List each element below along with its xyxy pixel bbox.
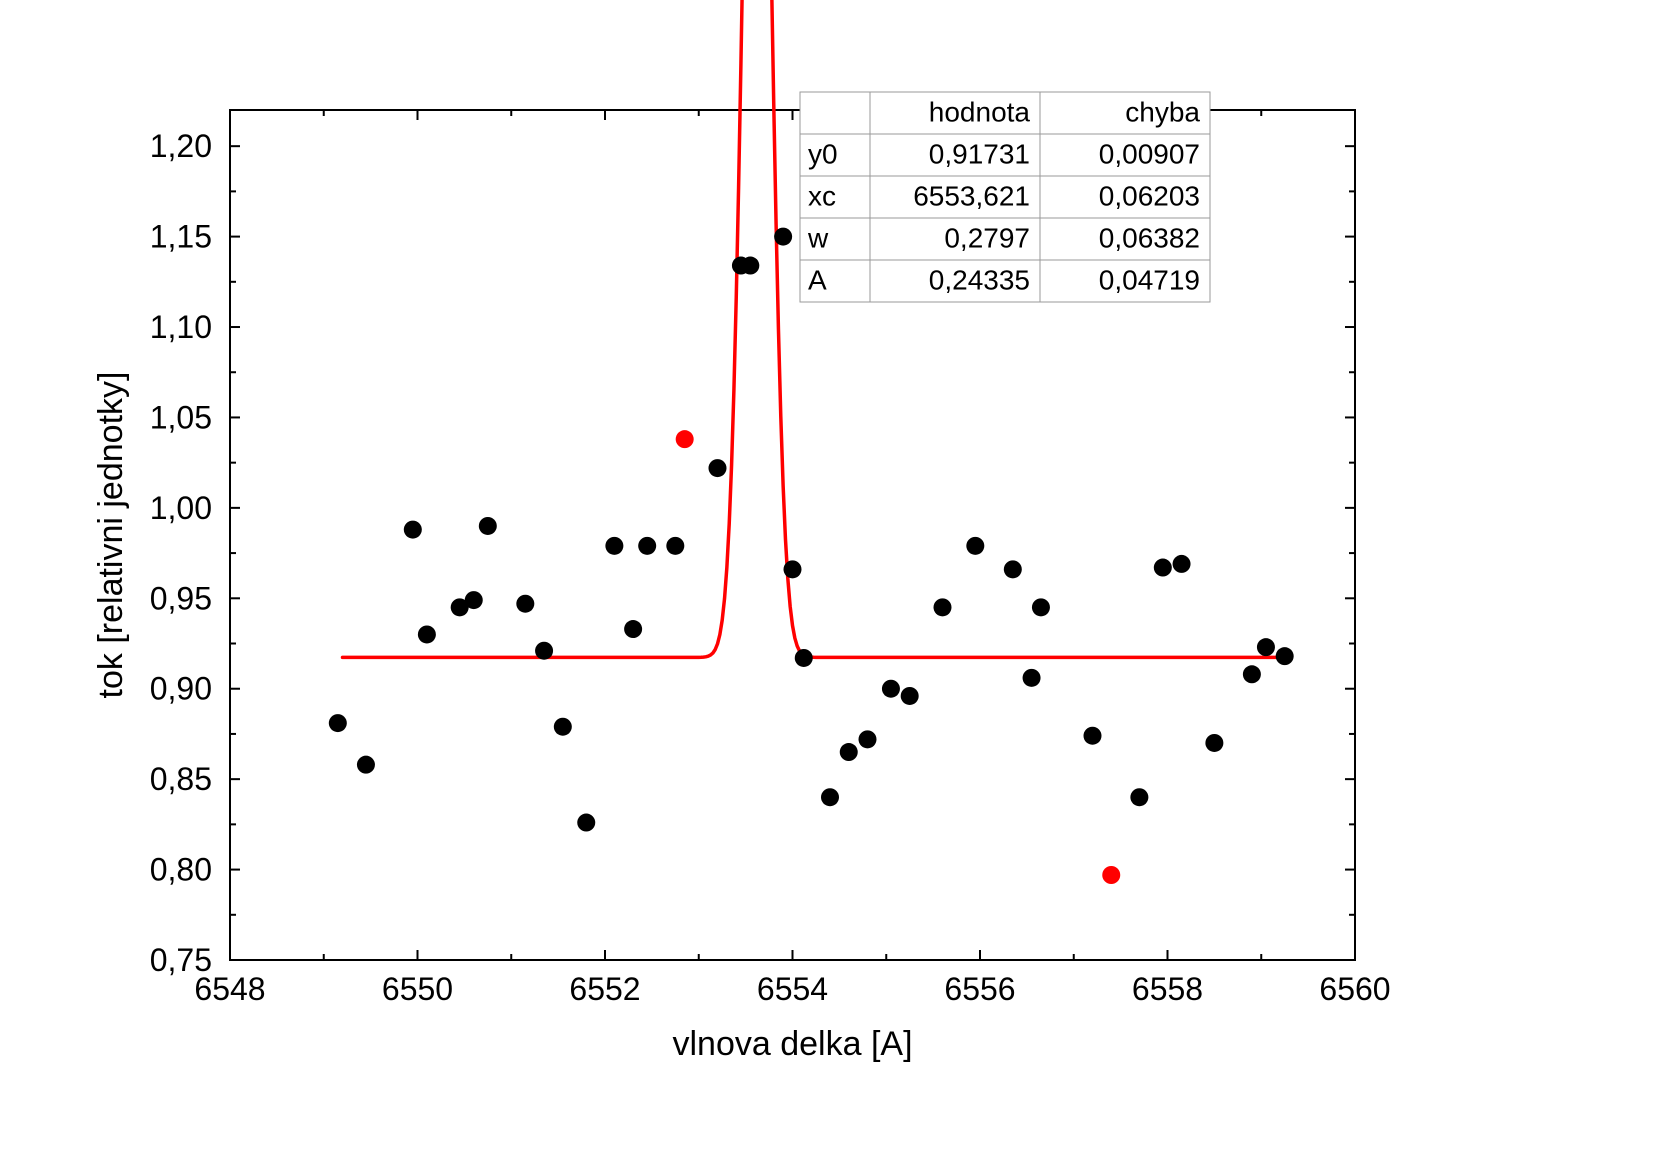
fit-table-text: 0,91731	[929, 138, 1030, 169]
data-point	[901, 687, 919, 705]
fit-table-text: 0,06203	[1099, 180, 1200, 211]
fit-table-text: 0,00907	[1099, 138, 1200, 169]
data-point	[934, 598, 952, 616]
fit-table-text: 6553,621	[913, 180, 1030, 211]
data-point	[1205, 734, 1223, 752]
data-point	[1243, 665, 1261, 683]
data-point	[795, 649, 813, 667]
chart-svg: 65486550655265546556655865600,750,800,85…	[0, 0, 1680, 1176]
data-point	[638, 537, 656, 555]
data-point	[404, 521, 422, 539]
data-point-outlier	[676, 430, 694, 448]
y-tick-label: 1,00	[150, 490, 212, 526]
fit-table-text: y0	[808, 138, 838, 169]
y-tick-label: 1,05	[150, 399, 212, 435]
data-point	[1276, 647, 1294, 665]
x-axis-label: vlnova delka [A]	[672, 1025, 912, 1063]
data-point	[624, 620, 642, 638]
data-point	[741, 257, 759, 275]
data-point	[1130, 788, 1148, 806]
fit-table-text: chyba	[1125, 96, 1200, 127]
data-point	[821, 788, 839, 806]
fit-table-text: w	[807, 222, 829, 253]
data-point	[516, 595, 534, 613]
data-point	[479, 517, 497, 535]
y-tick-label: 1,10	[150, 309, 212, 345]
data-point	[418, 625, 436, 643]
data-point	[1173, 555, 1191, 573]
x-tick-label: 6558	[1132, 971, 1203, 1007]
data-point	[1004, 560, 1022, 578]
fit-table: hodnota chyba y0 0,91731 0,00907 xc 6553,621 0,…	[800, 92, 1210, 302]
data-point	[859, 730, 877, 748]
y-tick-label: 0,95	[150, 580, 212, 616]
data-point-outlier	[1102, 866, 1120, 884]
fit-table-text: 0,24335	[929, 264, 1030, 295]
data-point	[465, 591, 483, 609]
fit-table-text: hodnota	[929, 96, 1031, 127]
data-point	[1084, 727, 1102, 745]
chart-container: 65486550655265546556655865600,750,800,85…	[0, 0, 1680, 1176]
data-point	[535, 642, 553, 660]
fit-table-text: A	[808, 264, 827, 295]
data-point	[577, 814, 595, 832]
data-point	[605, 537, 623, 555]
data-point	[840, 743, 858, 761]
data-point	[1154, 559, 1172, 577]
y-tick-label: 0,80	[150, 852, 212, 888]
x-tick-label: 6554	[757, 971, 828, 1007]
x-tick-label: 6560	[1319, 971, 1390, 1007]
data-point	[1257, 638, 1275, 656]
y-tick-label: 0,90	[150, 671, 212, 707]
data-point	[709, 459, 727, 477]
fit-table-text: 0,2797	[944, 222, 1030, 253]
fit-table-cell	[800, 92, 870, 134]
fit-table-text: 0,06382	[1099, 222, 1200, 253]
data-point	[329, 714, 347, 732]
y-tick-label: 0,75	[150, 942, 212, 978]
x-tick-label: 6556	[944, 971, 1015, 1007]
fit-table-text: 0,04719	[1099, 264, 1200, 295]
data-point	[784, 560, 802, 578]
data-point	[1023, 669, 1041, 687]
x-tick-label: 6552	[569, 971, 640, 1007]
y-axis-label: tok [relativni jednotky]	[92, 372, 130, 699]
data-point	[1032, 598, 1050, 616]
data-point	[774, 228, 792, 246]
data-point	[554, 718, 572, 736]
y-tick-label: 0,85	[150, 761, 212, 797]
data-point	[882, 680, 900, 698]
x-tick-label: 6550	[382, 971, 453, 1007]
y-tick-label: 1,15	[150, 219, 212, 255]
data-point	[357, 756, 375, 774]
fit-table-text: xc	[808, 180, 836, 211]
data-point	[966, 537, 984, 555]
y-tick-label: 1,20	[150, 128, 212, 164]
data-point	[666, 537, 684, 555]
